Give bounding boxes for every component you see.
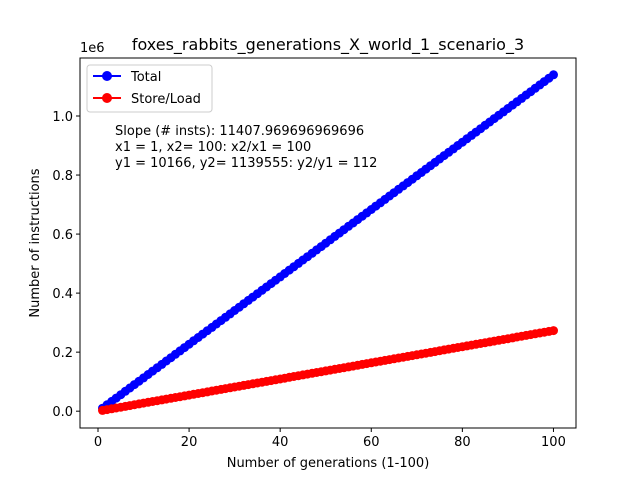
y-tick-label: 0.0 (52, 405, 73, 420)
y-tick-label: 0.2 (52, 346, 73, 361)
legend-label-store-load: Store/Load (131, 92, 201, 107)
x-tick-label: 80 (454, 435, 471, 450)
y-tick-label: 0.6 (52, 228, 73, 243)
data-point-total (549, 70, 558, 80)
x-tick-label: 20 (181, 435, 198, 450)
legend-marker-store-load (102, 93, 112, 103)
annotation-line-3: y1 = 10166, y2= 1139555: y2/y1 = 112 (115, 156, 377, 171)
y-tick-label: 1.0 (52, 110, 73, 125)
x-axis-label: Number of generations (1-100) (227, 456, 430, 471)
y-offset-label: 1e6 (80, 41, 105, 56)
legend-marker-total (102, 71, 112, 81)
data-point-store-load (549, 326, 558, 336)
y-tick-label: 0.8 (52, 169, 73, 184)
data-layer (98, 70, 558, 415)
chart-title: foxes_rabbits_generations_X_world_1_scen… (132, 35, 524, 55)
ticks-layer: 0 20 40 60 80 100 0.0 0.2 0.4 0.6 0.8 1.0 (52, 110, 566, 450)
legend: Total Store/Load (86, 64, 213, 113)
annotation-line-2: x1 = 1, x2= 100: x2/x1 = 100 (115, 140, 311, 155)
y-tick-label: 0.4 (52, 287, 73, 302)
x-tick-label: 100 (541, 435, 566, 450)
plot-frame (79, 57, 577, 429)
annotation-line-1: Slope (# insts): 11407.969696969696 (115, 124, 364, 139)
x-tick-label: 0 (94, 435, 102, 450)
y-axis-label: Number of instructions (28, 168, 43, 317)
legend-label-total: Total (130, 70, 161, 85)
x-tick-label: 60 (363, 435, 380, 450)
x-tick-label: 40 (272, 435, 289, 450)
